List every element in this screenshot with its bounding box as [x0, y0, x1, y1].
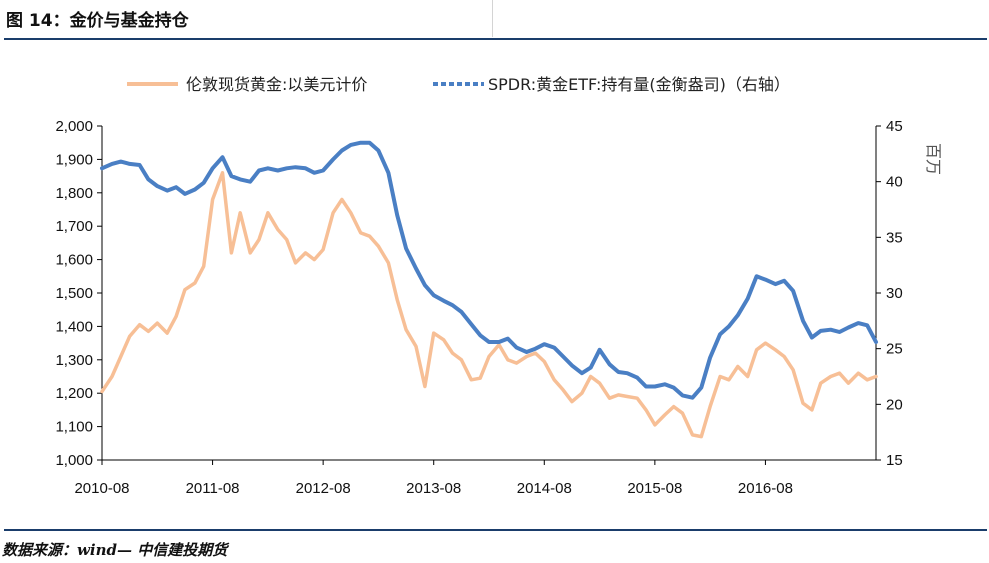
- x-tick-label: 2015-08: [627, 480, 682, 497]
- right-axis-unit: 百万: [924, 143, 943, 175]
- x-tick-label: 2010-08: [74, 480, 129, 497]
- header-divider: [492, 0, 493, 37]
- left-tick-label: 1,000: [55, 452, 93, 469]
- x-tick-label: 2014-08: [517, 480, 572, 497]
- right-tick-label: 35: [886, 229, 903, 246]
- legend-gold-label: 伦敦现货黄金:以美元计价: [186, 75, 367, 94]
- left-tick-label: 1,400: [55, 318, 93, 335]
- right-tick-label: 45: [886, 118, 903, 135]
- left-tick-label: 1,600: [55, 252, 93, 269]
- etf-holdings-line: [100, 140, 878, 400]
- left-tick-label: 2,000: [55, 118, 93, 135]
- bottom-rule: [4, 529, 987, 531]
- left-tick-label: 1,300: [55, 352, 93, 369]
- right-tick-label: 15: [886, 452, 903, 469]
- left-tick-label: 1,500: [55, 285, 93, 302]
- top-rule: [4, 38, 987, 40]
- left-tick-label: 1,200: [55, 385, 93, 402]
- x-tick-label: 2011-08: [186, 480, 240, 497]
- chart: 伦敦现货黄金:以美元计价 SPDR:黄金ETF:持有量(金衡盎司)（右轴） 百万…: [55, 75, 943, 497]
- left-tick-label: 1,800: [55, 185, 93, 202]
- plot-area: [100, 140, 878, 439]
- x-tick-label: 2012-08: [296, 480, 351, 497]
- source-note: 数据来源：wind— 中信建投期货: [2, 541, 228, 559]
- left-tick-label: 1,900: [55, 151, 93, 168]
- legend: 伦敦现货黄金:以美元计价 SPDR:黄金ETF:持有量(金衡盎司)（右轴）: [127, 75, 790, 94]
- legend-etf-label: SPDR:黄金ETF:持有量(金衡盎司)（右轴）: [488, 75, 790, 94]
- left-tick-label: 1,100: [55, 419, 93, 436]
- x-tick-label: 2016-08: [738, 480, 793, 497]
- gold-price-line: [100, 171, 878, 439]
- right-tick-label: 40: [886, 174, 903, 191]
- right-tick-label: 20: [886, 396, 903, 413]
- figure-title: 图 14：金价与基金持仓: [6, 11, 189, 31]
- left-tick-label: 1,700: [55, 218, 93, 235]
- right-tick-label: 25: [886, 341, 903, 358]
- right-tick-label: 30: [886, 285, 903, 302]
- axes: 1,000 1,100 1,200 1,300 1,400 1,500 1,600 1,700…: [55, 118, 902, 497]
- x-tick-label: 2013-08: [406, 480, 461, 497]
